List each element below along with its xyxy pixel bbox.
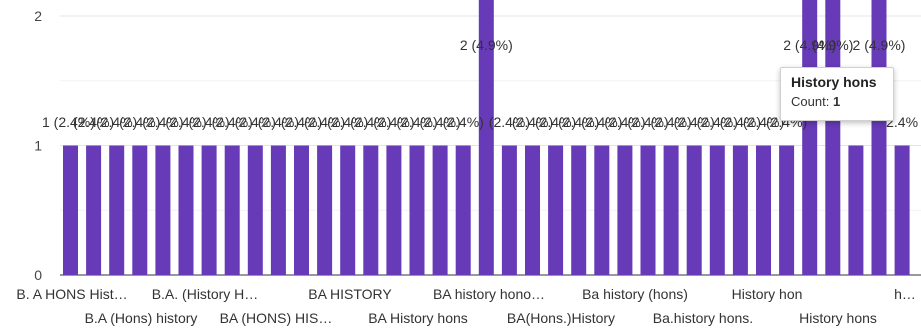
bar bbox=[478, 0, 494, 275]
bar bbox=[109, 145, 125, 275]
x-tick-label: BA history hono… bbox=[433, 286, 545, 302]
data-label: (2.4%) bbox=[650, 114, 691, 130]
bar bbox=[317, 145, 333, 275]
bar bbox=[756, 145, 771, 275]
data-label: 1 (2.4%) bbox=[42, 114, 95, 130]
bar bbox=[709, 145, 725, 275]
bar bbox=[617, 145, 633, 275]
x-tick-label: B.A. (History H… bbox=[152, 286, 259, 302]
y-tick-label: 2 bbox=[34, 8, 42, 24]
data-label: 2 (4.9%) bbox=[853, 37, 906, 53]
data-label: (2.4%) bbox=[443, 114, 484, 130]
data-label: (2.4%) bbox=[96, 114, 137, 130]
data-label: (2.4%) bbox=[489, 114, 530, 130]
data-label: (2.4%) bbox=[142, 114, 183, 130]
bar bbox=[63, 145, 78, 275]
x-tick-label: History hon bbox=[732, 286, 803, 302]
tooltip-title: History hons bbox=[791, 74, 877, 90]
data-label: (2.4%) bbox=[419, 114, 460, 130]
data-label: (2.4%) bbox=[743, 114, 784, 130]
x-tick-label: BA(Hons.)History bbox=[507, 310, 615, 326]
x-tick-label: BA (HONS) HIS… bbox=[220, 310, 333, 326]
x-tick-label: B. A HONS Hist… bbox=[16, 286, 127, 302]
bar bbox=[640, 145, 656, 275]
data-label: (2.4%) bbox=[350, 114, 391, 130]
tooltip-value: 1 bbox=[832, 94, 841, 109]
x-tick-label: h… bbox=[894, 286, 916, 302]
x-tick-label: B.A (Hons) history bbox=[85, 310, 198, 326]
x-tick-label: History hons bbox=[799, 310, 877, 326]
bar bbox=[779, 145, 795, 275]
bar bbox=[663, 145, 679, 275]
data-label: (2.4%) bbox=[304, 114, 345, 130]
x-tick-label: Ba history (hons) bbox=[582, 286, 688, 302]
bar bbox=[86, 145, 102, 275]
data-label: (2.4%) bbox=[165, 114, 206, 130]
data-label: (2.4%) bbox=[119, 114, 160, 130]
bar bbox=[270, 145, 286, 275]
data-label: (2.4%) bbox=[604, 114, 645, 130]
bar bbox=[501, 145, 517, 275]
data-label: 2 (4.9%) bbox=[460, 37, 513, 53]
y-tick-label: 0 bbox=[34, 267, 42, 283]
bar bbox=[155, 145, 171, 275]
bar bbox=[247, 145, 263, 275]
x-tick-label: BA HISTORY bbox=[308, 286, 392, 302]
bar bbox=[386, 145, 402, 275]
bar bbox=[686, 145, 702, 275]
data-label: (2.4%) bbox=[327, 114, 368, 130]
bar bbox=[571, 145, 587, 275]
y-axis: 0 1 2 bbox=[34, 8, 42, 283]
bar bbox=[848, 145, 864, 275]
tooltip-label: Count: bbox=[791, 94, 830, 109]
bar bbox=[732, 145, 748, 275]
bars bbox=[63, 0, 910, 275]
x-tick-label: Ba.history hons. bbox=[653, 310, 753, 326]
data-label: (2.4%) bbox=[581, 114, 622, 130]
data-label: (2.4%) bbox=[535, 114, 576, 130]
data-label: 2 (4.9%) bbox=[783, 37, 836, 53]
x-axis: B. A HONS Hist… B.A. (History H… BA HISTOR… bbox=[16, 286, 916, 326]
data-label: (2.4%) bbox=[512, 114, 553, 130]
data-label: (2.4%) bbox=[674, 114, 715, 130]
bar bbox=[432, 145, 448, 275]
data-label: (2.4%) bbox=[697, 114, 738, 130]
bar bbox=[224, 145, 240, 275]
bar bbox=[455, 145, 471, 275]
x-tick-label: BA History hons bbox=[368, 310, 468, 326]
data-label: (2.4%) bbox=[281, 114, 322, 130]
data-label: (4.9%) bbox=[812, 37, 853, 53]
data-label: (2.4%) bbox=[396, 114, 437, 130]
bar bbox=[409, 145, 425, 275]
bar bbox=[548, 145, 564, 275]
bar bbox=[201, 145, 217, 275]
data-label: (2.4%) bbox=[235, 114, 276, 130]
bar bbox=[363, 145, 379, 275]
bar bbox=[594, 145, 610, 275]
bar bbox=[894, 145, 910, 275]
y-tick-label: 1 bbox=[34, 138, 42, 154]
data-label: (2.4%) bbox=[720, 114, 761, 130]
bar bbox=[132, 145, 148, 275]
tooltip: History hons Count: 1 bbox=[780, 67, 894, 121]
tooltip-line: Count: 1 bbox=[791, 94, 883, 109]
data-label: 2.4% bbox=[886, 114, 918, 130]
bar bbox=[525, 145, 540, 275]
bar bbox=[178, 145, 194, 275]
data-label: (2.4%) bbox=[258, 114, 299, 130]
data-label: (2.4%) bbox=[73, 114, 114, 130]
bar bbox=[294, 145, 309, 275]
data-label: (2.4%) bbox=[558, 114, 599, 130]
bar bbox=[340, 145, 356, 275]
data-label: (2.4%) bbox=[188, 114, 229, 130]
data-label: (2.4%) bbox=[627, 114, 668, 130]
data-label: (2.4%) bbox=[373, 114, 414, 130]
data-label: (2.4%) bbox=[212, 114, 253, 130]
